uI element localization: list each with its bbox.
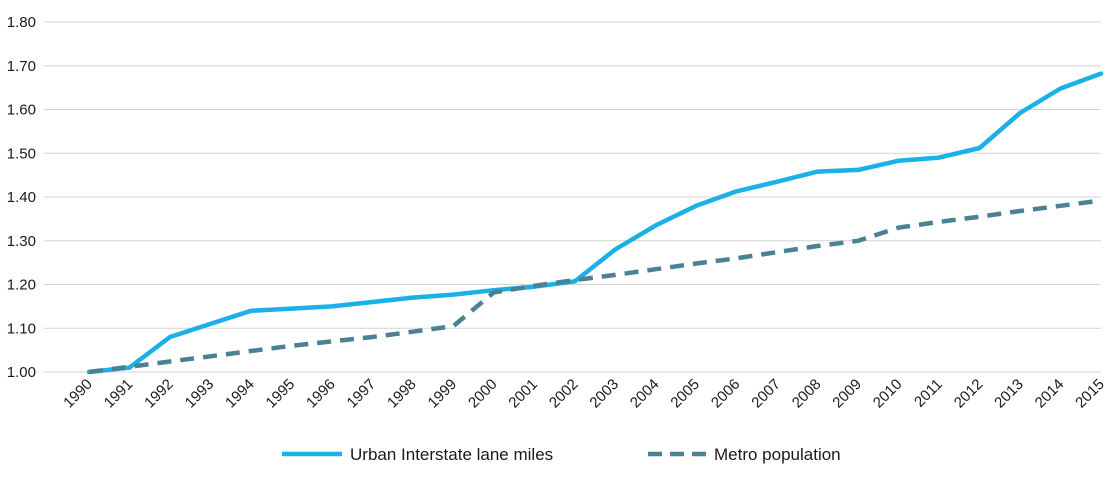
series-line-population <box>88 198 1102 375</box>
x-tick-label: 2002 <box>546 376 582 412</box>
x-tick-label: 2014 <box>1032 376 1068 412</box>
x-tick-label: 1990 <box>60 376 96 412</box>
x-tick-label: 1993 <box>182 376 218 412</box>
x-tick-label: 1998 <box>384 376 420 412</box>
x-axis: 1990 1991 1992 1993 1994 1995 1996 1997 1998 1999… <box>60 376 1108 412</box>
x-tick-label: 2007 <box>748 376 784 412</box>
x-tick-label: 1996 <box>303 376 339 412</box>
y-tick-label: 1.30 <box>7 233 36 250</box>
y-tick-label: 1.10 <box>7 320 36 337</box>
x-tick-label: 2011 <box>911 376 946 411</box>
x-tick-label: 2008 <box>789 376 825 412</box>
x-tick-label: 2005 <box>667 376 703 412</box>
x-tick-label: 1995 <box>263 376 299 412</box>
y-tick-label: 1.80 <box>7 14 36 31</box>
y-tick-label: 1.50 <box>7 145 36 162</box>
y-tick-label: 1.20 <box>7 277 36 294</box>
x-tick-label: 2009 <box>829 376 865 412</box>
legend-label: Metro population <box>714 445 841 464</box>
x-tick-label: 1992 <box>141 376 177 412</box>
x-tick-label: 2003 <box>586 376 622 412</box>
series-line-lane-miles <box>86 71 1104 375</box>
x-tick-label: 2004 <box>627 376 663 412</box>
y-tick-label: 1.70 <box>7 58 36 75</box>
x-tick-label: 2010 <box>870 376 906 412</box>
x-tick-label: 1997 <box>344 376 380 412</box>
y-tick-label: 1.60 <box>7 102 36 119</box>
x-tick-label: 1999 <box>425 376 461 412</box>
y-tick-label: 1.40 <box>7 189 36 206</box>
x-tick-label: 1994 <box>222 376 258 412</box>
legend-label: Urban Interstate lane miles <box>350 445 553 464</box>
legend: Urban Interstate lane miles Metro populat… <box>282 445 841 464</box>
series-lines <box>86 71 1104 375</box>
x-tick-label: 2006 <box>708 376 744 412</box>
x-tick-label: 1991 <box>101 376 137 412</box>
x-tick-label: 2013 <box>991 376 1027 412</box>
x-tick-label: 2015 <box>1072 376 1108 412</box>
gridlines <box>44 21 1101 373</box>
x-tick-label: 2012 <box>951 376 987 412</box>
x-tick-label: 2000 <box>465 376 501 412</box>
y-tick-label: 1.00 <box>7 364 36 381</box>
x-tick-label: 2001 <box>505 376 541 412</box>
y-axis: 1.00 1.10 1.20 1.30 1.40 1.50 1.60 1.70 1.80 <box>7 14 36 381</box>
